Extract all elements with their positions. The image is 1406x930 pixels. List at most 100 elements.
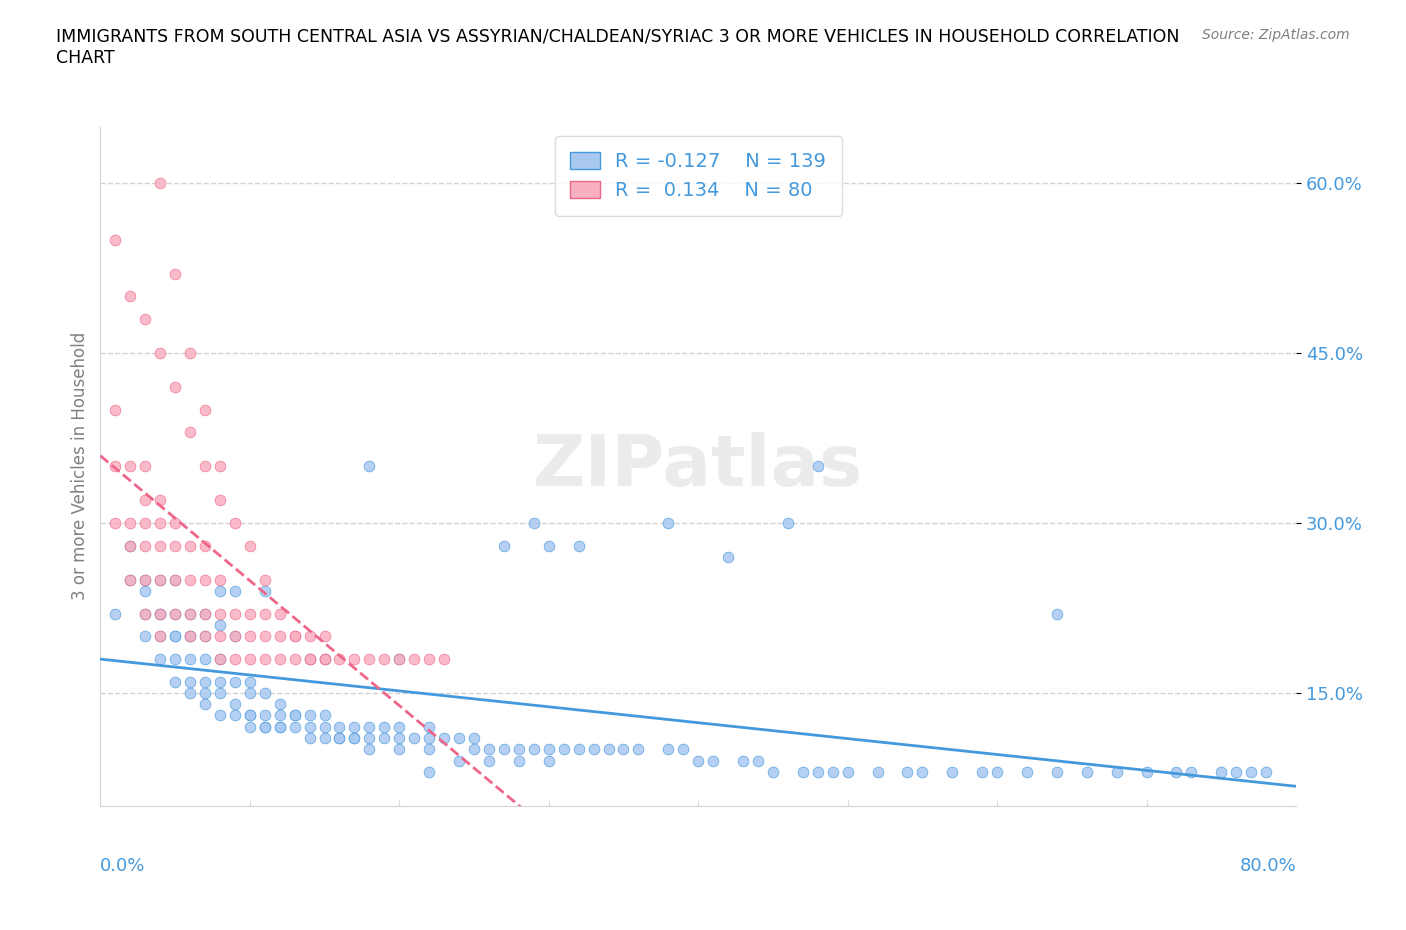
Point xyxy=(328,720,350,735)
Point xyxy=(239,606,262,621)
Point xyxy=(134,572,156,587)
Point xyxy=(1046,606,1069,621)
Point xyxy=(179,685,201,700)
Point xyxy=(359,458,381,473)
Point xyxy=(149,629,172,644)
Point xyxy=(149,606,172,621)
Point xyxy=(149,515,172,530)
Point xyxy=(179,538,201,553)
Point xyxy=(418,764,440,779)
Point xyxy=(537,538,560,553)
Point xyxy=(104,515,127,530)
Point xyxy=(1105,764,1128,779)
Point xyxy=(373,731,395,746)
Point xyxy=(149,538,172,553)
Point xyxy=(314,651,336,666)
Point xyxy=(134,606,156,621)
Point xyxy=(1135,764,1157,779)
Point xyxy=(807,764,830,779)
Point xyxy=(447,731,470,746)
Point xyxy=(433,651,456,666)
Legend: R = -0.127    N = 139, R =  0.134    N = 80: R = -0.127 N = 139, R = 0.134 N = 80 xyxy=(555,137,842,216)
Point xyxy=(478,753,501,768)
Point xyxy=(404,731,426,746)
Point xyxy=(179,651,201,666)
Point xyxy=(343,731,366,746)
Point xyxy=(239,538,262,553)
Point xyxy=(149,346,172,361)
Point xyxy=(284,651,307,666)
Point xyxy=(373,720,395,735)
Point xyxy=(807,458,830,473)
Point xyxy=(120,572,142,587)
Point xyxy=(702,753,724,768)
Point xyxy=(284,629,307,644)
Point xyxy=(194,538,217,553)
Point xyxy=(388,731,411,746)
Point xyxy=(298,720,321,735)
Point xyxy=(208,708,231,723)
Point xyxy=(120,458,142,473)
Point xyxy=(269,720,291,735)
Point xyxy=(598,742,620,757)
Point xyxy=(208,583,231,598)
Point xyxy=(194,606,217,621)
Point xyxy=(134,458,156,473)
Point xyxy=(149,572,172,587)
Point xyxy=(165,651,187,666)
Point xyxy=(762,764,785,779)
Point xyxy=(553,742,575,757)
Point xyxy=(165,266,187,281)
Point xyxy=(179,606,201,621)
Point xyxy=(179,674,201,689)
Point xyxy=(253,572,276,587)
Point xyxy=(239,629,262,644)
Point xyxy=(208,618,231,632)
Point xyxy=(179,346,201,361)
Point xyxy=(508,753,530,768)
Point xyxy=(165,629,187,644)
Point xyxy=(568,742,591,757)
Point xyxy=(537,742,560,757)
Point xyxy=(298,651,321,666)
Point xyxy=(731,753,754,768)
Point xyxy=(314,651,336,666)
Point xyxy=(165,538,187,553)
Point xyxy=(165,572,187,587)
Point xyxy=(657,515,679,530)
Point xyxy=(1240,764,1263,779)
Point xyxy=(120,538,142,553)
Point xyxy=(194,674,217,689)
Point xyxy=(1211,764,1233,779)
Point xyxy=(418,651,440,666)
Point xyxy=(224,515,246,530)
Point xyxy=(194,629,217,644)
Point xyxy=(253,583,276,598)
Point xyxy=(120,538,142,553)
Point xyxy=(104,403,127,418)
Point xyxy=(359,731,381,746)
Point xyxy=(1256,764,1278,779)
Point xyxy=(194,651,217,666)
Point xyxy=(149,651,172,666)
Point xyxy=(224,674,246,689)
Point xyxy=(776,515,799,530)
Point xyxy=(672,742,695,757)
Point xyxy=(582,742,605,757)
Point xyxy=(418,731,440,746)
Point xyxy=(134,606,156,621)
Text: IMMIGRANTS FROM SOUTH CENTRAL ASIA VS ASSYRIAN/CHALDEAN/SYRIAC 3 OR MORE VEHICLE: IMMIGRANTS FROM SOUTH CENTRAL ASIA VS AS… xyxy=(56,28,1180,67)
Point xyxy=(911,764,934,779)
Point xyxy=(359,651,381,666)
Point xyxy=(149,629,172,644)
Point xyxy=(269,629,291,644)
Point xyxy=(269,720,291,735)
Point xyxy=(224,697,246,711)
Point xyxy=(134,312,156,326)
Text: ZIPatlas: ZIPatlas xyxy=(533,432,863,501)
Point xyxy=(433,731,456,746)
Point xyxy=(612,742,634,757)
Point xyxy=(388,651,411,666)
Point xyxy=(134,629,156,644)
Point xyxy=(104,606,127,621)
